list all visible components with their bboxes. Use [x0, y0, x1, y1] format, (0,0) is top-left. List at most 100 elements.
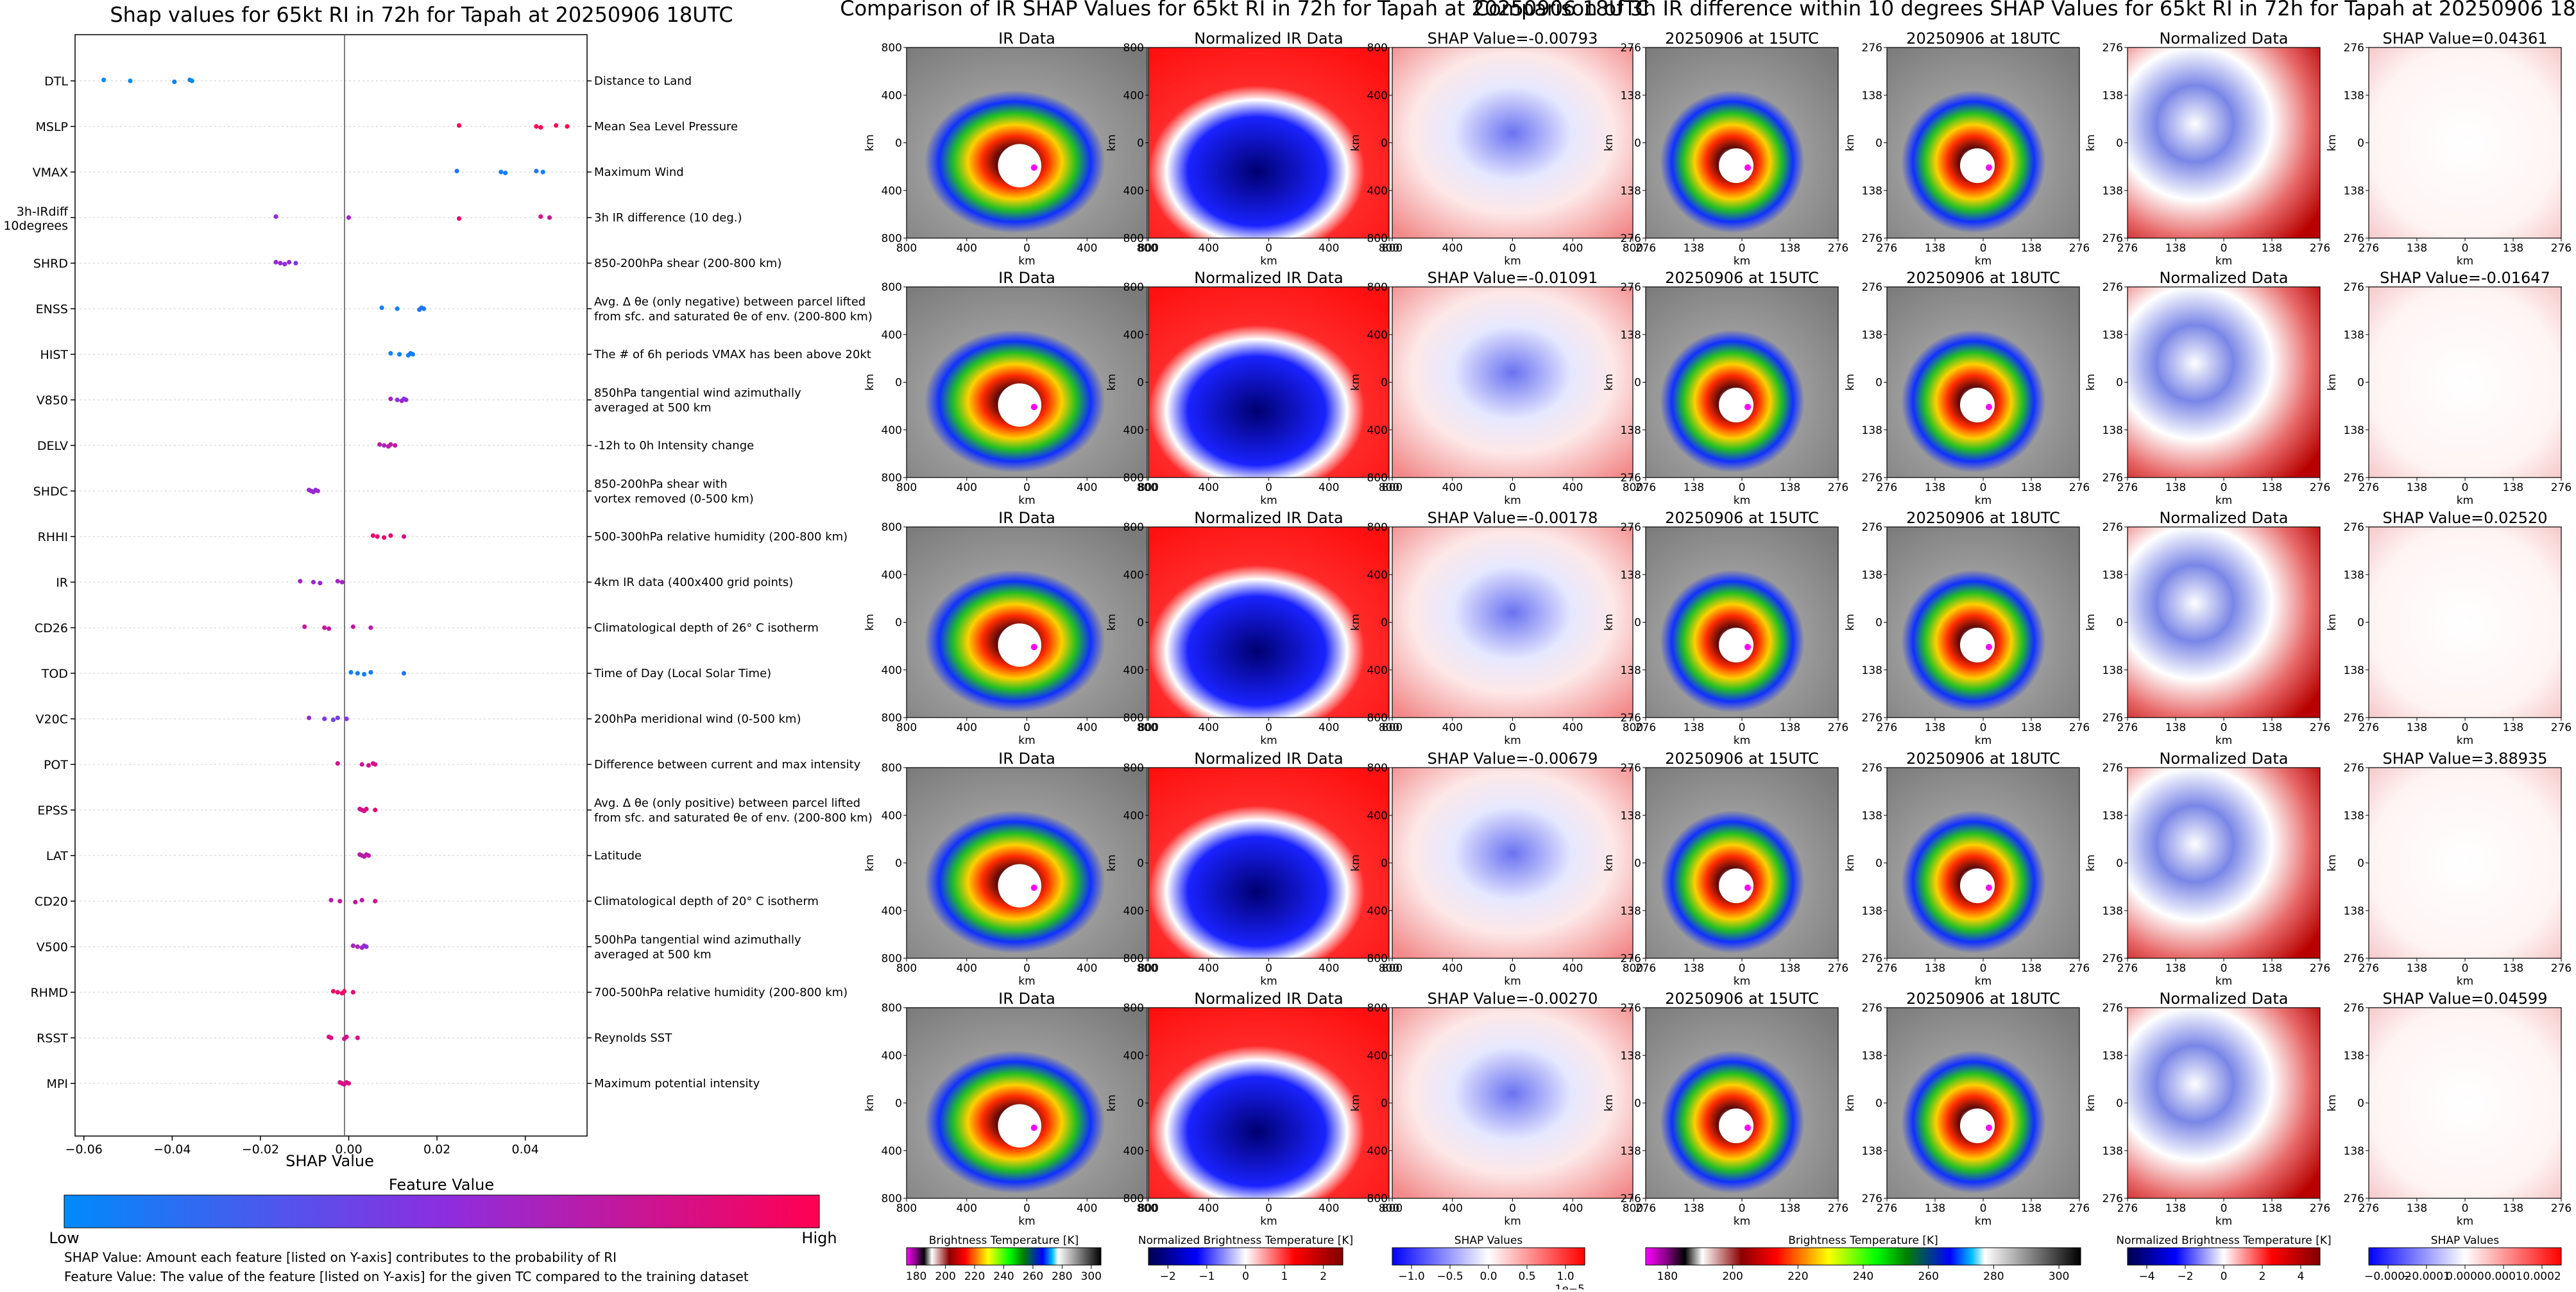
shap-point: [335, 578, 340, 584]
x-tick-label: 276: [1635, 721, 1656, 734]
x-tick-label: 400: [1318, 481, 1339, 494]
y-axis-label: km: [1844, 1094, 1857, 1111]
colorbar-tick-label: 0.0001: [2484, 1270, 2522, 1283]
heatmap-panel: 20250906 at 15UTC27627613813800138138276…: [1603, 269, 1848, 507]
x-tick-label: 0: [1980, 962, 1987, 975]
shap-point: [359, 897, 364, 903]
y-tick-label: 138: [2103, 185, 2123, 198]
feature-label: DELV: [37, 439, 68, 453]
heatmap-panel: SHAP Value=-0.00679800800400400004004008…: [1349, 750, 1643, 988]
normalized-diff-image: [2128, 287, 2320, 478]
x-tick-label: 800: [1623, 481, 1643, 494]
x-tick-label: 138: [1780, 481, 1800, 494]
x-axis-label: km: [2215, 255, 2232, 268]
shap-point: [342, 988, 347, 994]
y-tick-label: 0: [1137, 617, 1144, 630]
y-tick-label: 276: [1862, 281, 1882, 294]
y-axis-label: km: [1844, 374, 1857, 390]
x-tick-label: 800: [1137, 481, 1157, 494]
panel-title: 20250906 at 18UTC: [1906, 750, 2060, 768]
y-tick-label: 800: [1123, 762, 1144, 775]
y-tick-label: 138: [2344, 905, 2364, 918]
x-tick-label: 276: [1635, 481, 1656, 494]
colorbar-tick-label: 240: [1853, 1270, 1873, 1283]
feature-description: 850-200hPa shear (200-800 km): [594, 257, 781, 270]
x-tick-label: 138: [2262, 962, 2282, 975]
y-tick-label: 400: [1367, 1145, 1388, 1158]
y-axis-label: km: [2085, 134, 2097, 151]
y-tick-label: 276: [2103, 1002, 2123, 1015]
panel-title: 20250906 at 18UTC: [1906, 509, 2060, 527]
x-tick-label: 276: [1635, 1202, 1656, 1215]
panel-title: Normalized IR Data: [1194, 269, 1343, 287]
panel-title: SHAP Value=-0.00793: [1428, 30, 1598, 47]
y-tick-label: 276: [1621, 42, 1641, 55]
shap-point: [273, 214, 278, 220]
x-axis-label: km: [1504, 975, 1521, 988]
shap-point: [421, 306, 427, 311]
y-tick-label: 800: [882, 1193, 902, 1205]
shap-point: [350, 624, 356, 630]
x-tick-label: 400: [1198, 481, 1219, 494]
panel-title: Normalized Data: [2159, 990, 2288, 1008]
panel-title: Normalized IR Data: [1194, 990, 1343, 1008]
x-tick-label: −0.02: [242, 1142, 279, 1157]
y-tick-label: 400: [1367, 185, 1388, 198]
colorbar-tick-label: −2: [2177, 1270, 2193, 1283]
x-axis-label: km: [1018, 1215, 1035, 1228]
shap-point: [388, 350, 393, 356]
shap-point: [362, 671, 367, 677]
shap-point: [388, 442, 393, 447]
x-tick-label: 138: [1925, 721, 1945, 734]
y-tick-label: 0: [1634, 617, 1641, 630]
storm-eye: [1719, 628, 1753, 663]
shap-image: [1392, 527, 1633, 718]
y-axis-label: km: [2326, 134, 2339, 151]
colorbar-label: Brightness Temperature [K]: [1788, 1234, 1938, 1247]
heatmap-panel: 20250906 at 15UTC27627613813800138138276…: [1603, 990, 1848, 1228]
panel-title: SHAP Value=-0.00178: [1428, 509, 1598, 527]
x-tick-label: 0: [2221, 962, 2228, 975]
y-tick-label: 138: [1621, 1145, 1641, 1158]
y-tick-label: 138: [1862, 905, 1882, 918]
x-tick-label: 138: [1925, 962, 1945, 975]
shap-image: [1392, 1008, 1633, 1198]
y-tick-label: 0: [895, 617, 902, 630]
shap-point: [355, 671, 360, 676]
shap-point: [393, 443, 398, 448]
shap-point: [366, 762, 371, 768]
feature-description: Avg. Δ θe (only positive) between parcel…: [594, 797, 873, 825]
shap-point: [534, 168, 539, 174]
normalized-ir-image: [1148, 287, 1389, 478]
beeswarm-x-label: SHAP Value: [286, 1152, 374, 1170]
storm-center-marker: [1030, 164, 1037, 171]
panel-title: SHAP Value=0.04361: [2382, 30, 2547, 47]
y-tick-label: 276: [1621, 521, 1641, 534]
y-tick-label: 138: [2344, 185, 2364, 198]
shap-point: [335, 761, 340, 766]
x-tick-label: 0: [1509, 481, 1516, 494]
y-tick-label: 0: [2357, 857, 2364, 870]
x-tick-label: 138: [2407, 242, 2427, 255]
ir-image: [1887, 1008, 2079, 1198]
normalized-ir-image: [1148, 1008, 1389, 1198]
beeswarm-rows: DTL Distance to Land MSLP Mean Sea Level Pr…: [3, 74, 873, 1091]
feature-label: CD20: [35, 895, 68, 909]
x-axis-label: km: [1018, 734, 1035, 747]
x-tick-label: 800: [1382, 242, 1403, 255]
colorbar-tick-label: −0.0002: [2364, 1270, 2412, 1283]
shap-point: [344, 1034, 349, 1040]
feature-description: 200hPa meridional wind (0-500 km): [594, 712, 801, 726]
panel-title: IR Data: [998, 30, 1055, 47]
x-tick-label: 400: [1077, 962, 1097, 975]
x-tick-label: 800: [1382, 481, 1403, 494]
y-tick-label: 276: [1621, 232, 1641, 245]
x-tick-label: 138: [2165, 481, 2186, 494]
panel-title: Normalized Data: [2159, 269, 2288, 287]
y-tick-label: 276: [2344, 472, 2364, 485]
y-tick-label: 0: [1634, 857, 1641, 870]
normalized-diff-image: [2128, 1008, 2320, 1198]
storm-center-marker: [1030, 884, 1037, 891]
y-tick-label: 138: [1621, 664, 1641, 677]
beeswarm-points: [101, 77, 570, 1087]
